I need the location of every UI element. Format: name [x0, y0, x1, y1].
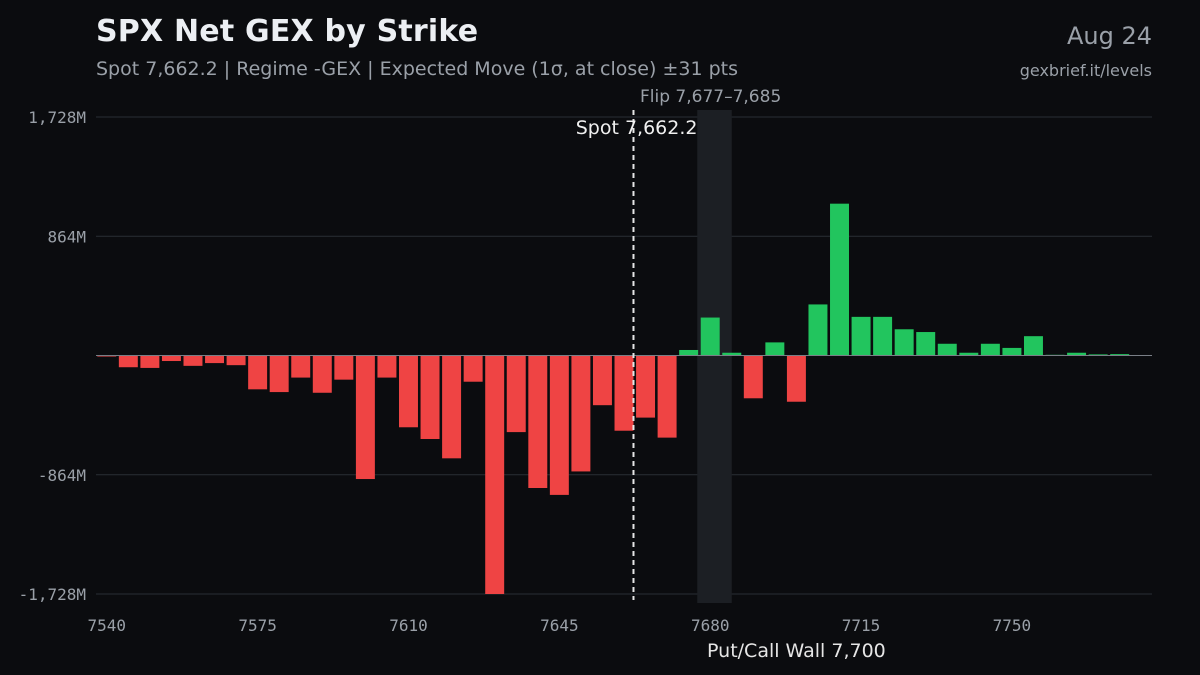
- y-tick-label: -864M: [38, 466, 86, 485]
- gex-bar: [269, 355, 289, 393]
- gex-bar: [355, 355, 375, 480]
- annotation-layer: [96, 110, 1152, 600]
- flip-zone-band: [697, 110, 732, 603]
- gex-bar: [485, 355, 505, 594]
- y-tick-label: -1,728M: [19, 585, 86, 604]
- bar-layer: [97, 203, 1130, 594]
- gex-bar: [442, 355, 462, 459]
- flip-band-layer: [697, 110, 732, 603]
- spot-label: Spot 7,662.2: [576, 117, 698, 139]
- gex-bar: [1002, 347, 1022, 356]
- gex-bar: [786, 355, 806, 402]
- gex-bar: [549, 355, 569, 495]
- gex-bar: [377, 355, 397, 378]
- wall-label: Put/Call Wall 7,700: [707, 640, 886, 662]
- gex-bar: [916, 332, 936, 356]
- gex-bar: [334, 355, 354, 380]
- x-tick-label: 7750: [993, 616, 1032, 635]
- gex-bar: [226, 355, 246, 366]
- gex-bar: [248, 355, 268, 390]
- gex-bar: [614, 355, 634, 431]
- chart-title: SPX Net GEX by Strike: [96, 14, 479, 49]
- gex-bar: [765, 342, 785, 356]
- gex-bar: [571, 355, 591, 472]
- x-tick-label: 7680: [691, 616, 730, 635]
- gex-bar: [463, 355, 483, 382]
- gex-bar: [722, 352, 742, 356]
- chart-date: Aug 24: [1066, 22, 1152, 50]
- gex-bar: [183, 355, 203, 366]
- gex-bar: [528, 355, 548, 488]
- gex-bar: [937, 343, 957, 356]
- gex-bar: [743, 355, 763, 399]
- gex-bar: [205, 355, 225, 364]
- flip-label: Flip 7,677–7,685: [640, 87, 781, 107]
- gex-bar: [980, 343, 1000, 356]
- chart-subtitle: Spot 7,662.2 | Regime -GEX | Expected Mo…: [96, 58, 738, 80]
- x-tick-label: 7610: [389, 616, 428, 635]
- gex-bar: [700, 317, 720, 356]
- gex-bar: [657, 355, 677, 438]
- gex-bar: [636, 355, 656, 418]
- gex-bar: [1023, 336, 1043, 356]
- gex-bar: [830, 203, 849, 356]
- gex-bar: [873, 316, 893, 356]
- x-tick-label: 7575: [238, 616, 277, 635]
- gex-bar: [506, 355, 526, 433]
- gex-bar: [808, 304, 828, 356]
- gex-bar: [291, 355, 311, 378]
- grid-layer: [96, 116, 1152, 595]
- gex-bar: [1110, 354, 1130, 356]
- gex-bar: [894, 329, 914, 356]
- gex-bar: [118, 355, 138, 368]
- gex-bar: [679, 349, 699, 356]
- y-tick-label: 1,728M: [28, 108, 86, 127]
- gex-bar: [399, 355, 418, 428]
- gex-bar: [140, 355, 160, 368]
- gex-bar: [592, 355, 612, 406]
- x-tick-label: 7645: [540, 616, 579, 635]
- gex-bar: [1067, 352, 1087, 356]
- gex-bar: [420, 355, 440, 440]
- gex-bar: [312, 355, 332, 393]
- source-link[interactable]: gexbrief.it/levels: [1019, 61, 1152, 80]
- gex-bar: [851, 316, 871, 356]
- gex-bar: [1088, 354, 1108, 356]
- x-tick-label: 7540: [88, 616, 127, 635]
- y-tick-label: 864M: [47, 227, 86, 246]
- gex-bar: [959, 352, 979, 356]
- x-tick-label: 7715: [842, 616, 881, 635]
- gex-bar: [161, 355, 181, 362]
